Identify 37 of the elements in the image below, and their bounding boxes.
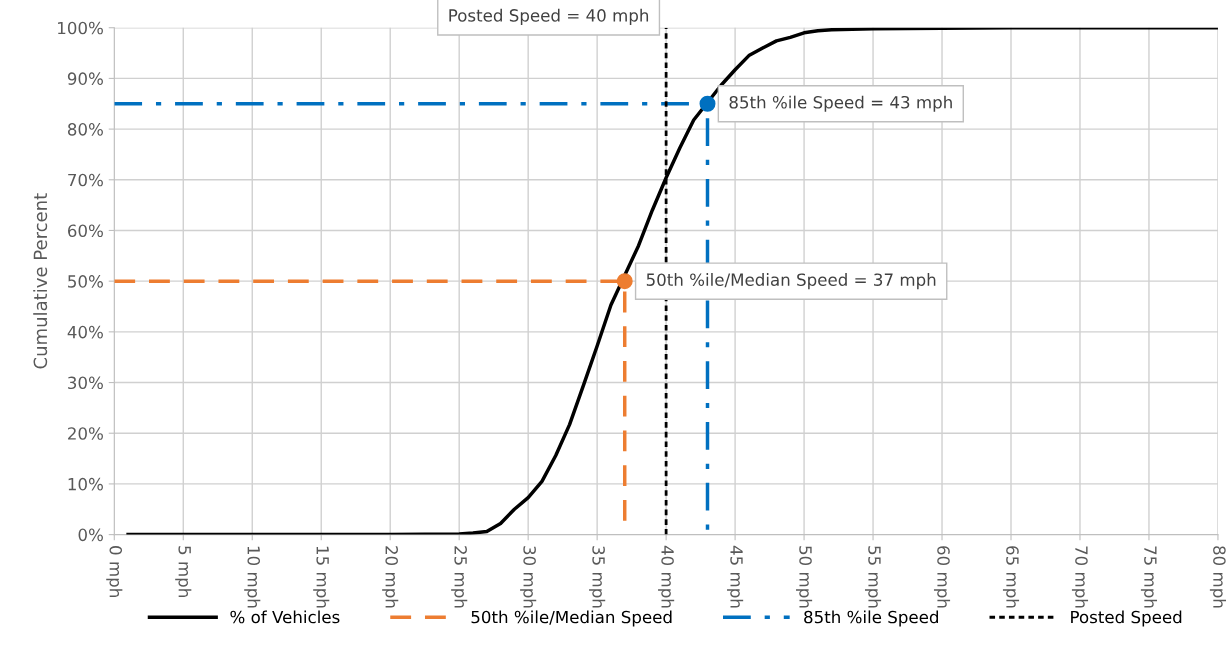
annotation: 50th %ile/Median Speed = 37 mph: [646, 273, 936, 290]
legend-label: 50th %ile/Median Speed: [471, 610, 672, 627]
y-tick-label: 90%: [67, 72, 103, 85]
x-tick-label: 70 mph: [1071, 546, 1089, 608]
y-tick-label: 40%: [67, 325, 103, 339]
x-tick-label: 65 mph: [1002, 546, 1020, 608]
legend-label: Posted Speed: [1071, 610, 1182, 627]
y-tick-label: 10%: [68, 477, 103, 491]
x-tick-label: 40 mph: [658, 545, 675, 608]
x-tick-label: 0 mph: [106, 546, 123, 597]
legend-label: 85th %ile Speed: [804, 610, 938, 627]
y-tick-label: 0%: [78, 528, 103, 542]
x-tick-label: 15 mph: [313, 546, 330, 608]
y-tick-label: 20%: [68, 427, 103, 440]
x-tick-label: 35 mph: [589, 546, 606, 608]
y-tick-label: 30%: [68, 376, 103, 390]
x-tick-label: 30 mph: [520, 546, 537, 608]
y-tick-label: 100%: [58, 21, 103, 35]
x-tick-label: 20 mph: [382, 546, 399, 608]
x-tick-label: 60 mph: [933, 546, 951, 608]
x-tick-label: 80 mph: [1209, 546, 1226, 608]
x-tick-label: 75 mph: [1140, 546, 1158, 608]
x-tick-label: 10 mph: [244, 546, 261, 608]
y-tick-label: 60%: [68, 224, 103, 238]
annotation: 85th %ile Speed = 43 mph: [729, 95, 952, 112]
y-tick-label: 50%: [68, 275, 103, 288]
y-axis-title: Cumulative Percent: [33, 193, 48, 369]
x-tick-label: 55 mph: [864, 546, 882, 608]
y-tick-label: 80%: [67, 123, 103, 136]
line-series: [126, 27, 1218, 535]
x-tick-label: 25 mph: [451, 546, 468, 608]
y-tick-label: 70%: [68, 173, 103, 187]
legend-label: % of Vehicles: [230, 610, 340, 624]
x-tick-label: 45 mph: [727, 545, 744, 608]
x-tick-label: 50 mph: [796, 546, 813, 608]
annotation: Posted Speed = 40 mph: [449, 8, 649, 25]
x-tick-label: 5 mph: [175, 546, 192, 597]
